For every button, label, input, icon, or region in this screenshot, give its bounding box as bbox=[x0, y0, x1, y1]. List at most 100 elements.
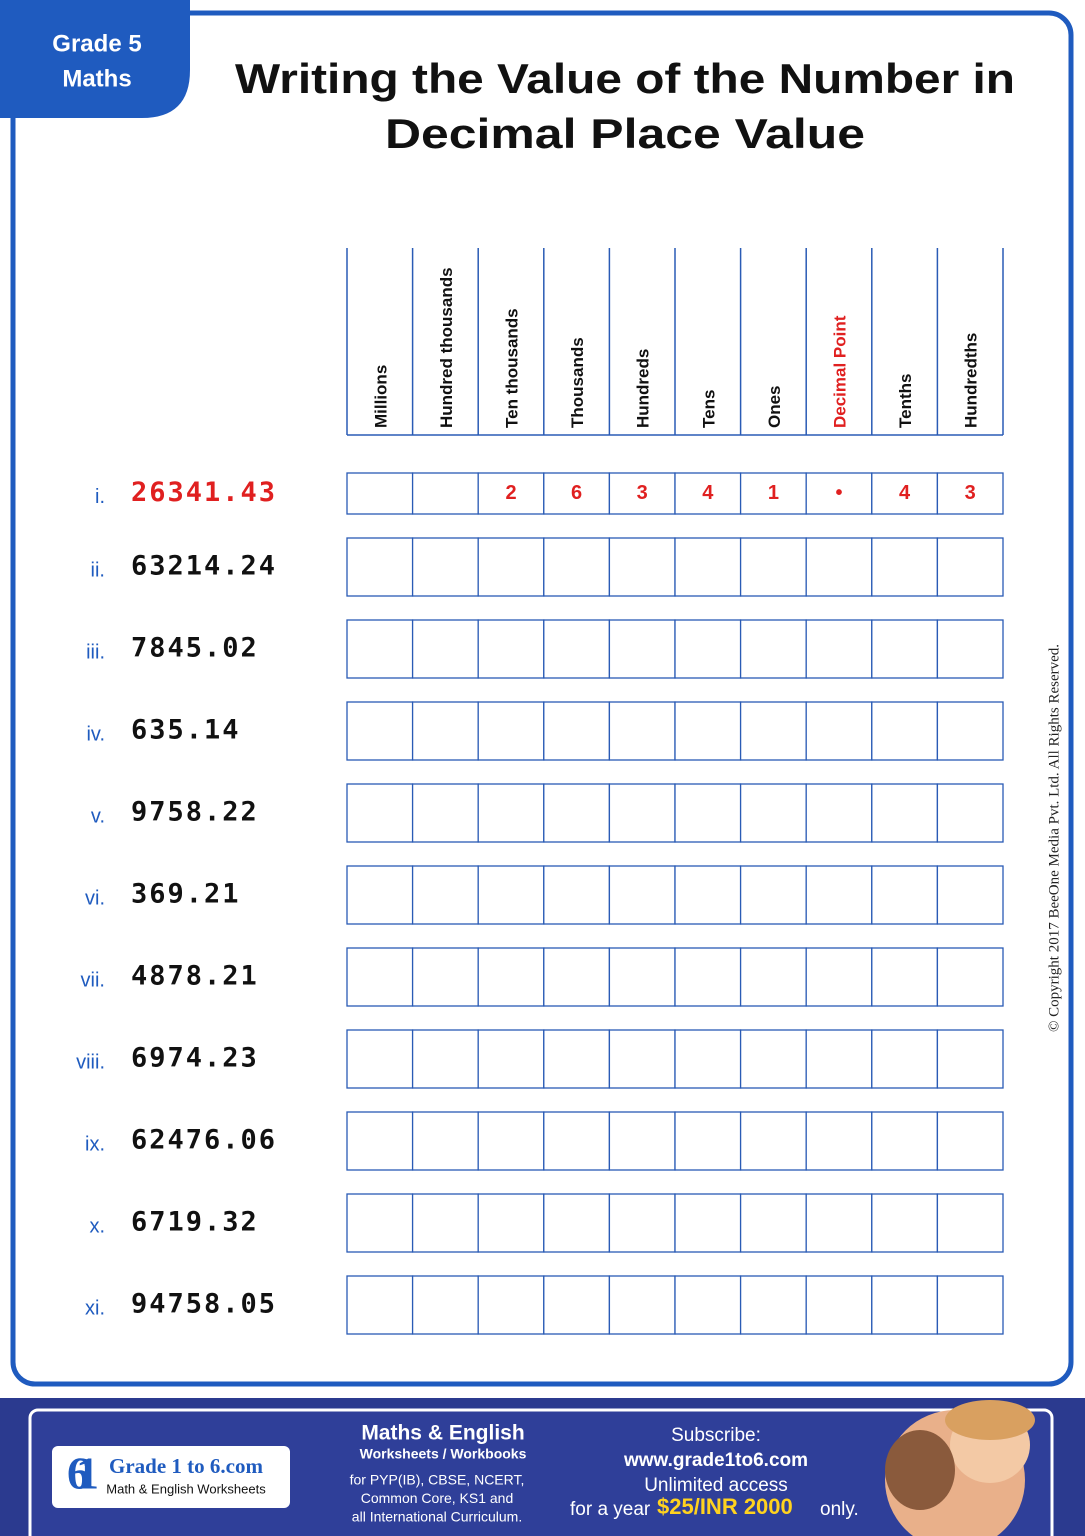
answer-cell bbox=[411, 865, 479, 925]
answer-cell bbox=[411, 537, 479, 597]
answer-cell bbox=[411, 947, 479, 1007]
answer-cell bbox=[871, 1275, 939, 1335]
answer-cell bbox=[543, 1193, 611, 1253]
answer-cell bbox=[674, 472, 742, 515]
answer-cell bbox=[608, 865, 676, 925]
answer-cell bbox=[871, 947, 939, 1007]
row-numeral: x. bbox=[89, 1215, 105, 1237]
answer-cell bbox=[477, 1193, 545, 1253]
subscribe-url: www.grade1to6.com bbox=[623, 1450, 808, 1471]
answer-cell bbox=[805, 947, 873, 1007]
answer-cell bbox=[411, 1193, 479, 1253]
answer-cell bbox=[871, 701, 939, 761]
answer-cell bbox=[739, 1193, 807, 1253]
answer-cell bbox=[805, 537, 873, 597]
logo-box bbox=[52, 1446, 290, 1508]
answer-cell bbox=[608, 1111, 676, 1171]
answer-cell bbox=[543, 865, 611, 925]
answer-cell bbox=[411, 619, 479, 679]
example-digit: 4 bbox=[702, 482, 714, 504]
column-label: Decimal Point bbox=[830, 315, 849, 428]
answer-cell bbox=[871, 1193, 939, 1253]
answer-cell bbox=[674, 701, 742, 761]
row-number: 62476.06 bbox=[131, 1125, 277, 1156]
answer-cell bbox=[411, 472, 479, 515]
answer-cell bbox=[936, 783, 1004, 843]
answer-cell bbox=[346, 1029, 414, 1089]
answer-cell bbox=[411, 1275, 479, 1335]
column-label: Hundred thousands bbox=[437, 267, 456, 428]
answer-cell bbox=[411, 701, 479, 761]
row-numeral: ix. bbox=[85, 1133, 105, 1155]
answer-cell bbox=[608, 947, 676, 1007]
answer-cell bbox=[477, 865, 545, 925]
answer-cell bbox=[477, 783, 545, 843]
subscribe-line: Unlimited access bbox=[644, 1475, 788, 1496]
answer-cell bbox=[805, 1193, 873, 1253]
example-digit: 1 bbox=[768, 482, 779, 504]
photo-shape bbox=[945, 1400, 1035, 1440]
answer-cell bbox=[739, 619, 807, 679]
answer-cell bbox=[871, 619, 939, 679]
row-number: 63214.24 bbox=[131, 551, 277, 582]
answer-cell bbox=[411, 1029, 479, 1089]
example-digit: 4 bbox=[899, 482, 911, 504]
answer-cell bbox=[477, 472, 545, 515]
products-line: for PYP(IB), CBSE, NCERT, bbox=[350, 1472, 525, 1488]
answer-cell bbox=[543, 1275, 611, 1335]
products-line: Common Core, KS1 and bbox=[361, 1490, 514, 1506]
answer-cell bbox=[674, 1193, 742, 1253]
answer-cell bbox=[477, 701, 545, 761]
answer-cell bbox=[674, 1275, 742, 1335]
answer-cell bbox=[871, 1111, 939, 1171]
row-numeral: viii. bbox=[76, 1051, 105, 1073]
answer-cell bbox=[805, 783, 873, 843]
answer-cell bbox=[477, 1275, 545, 1335]
answer-cell bbox=[739, 783, 807, 843]
answer-cell bbox=[608, 783, 676, 843]
answer-cell bbox=[411, 783, 479, 843]
answer-cell bbox=[739, 537, 807, 597]
row-numeral: iv. bbox=[86, 723, 105, 745]
row-number: 635.14 bbox=[131, 715, 241, 746]
answer-cell bbox=[608, 701, 676, 761]
row-number: 4878.21 bbox=[131, 961, 259, 992]
answer-cell bbox=[936, 1029, 1004, 1089]
answer-cell bbox=[936, 619, 1004, 679]
badge-subject: Maths bbox=[62, 65, 131, 92]
subscribe-price: $25/INR 2000 bbox=[657, 1494, 793, 1519]
title-line: Writing the Value of the Number in bbox=[235, 55, 1015, 102]
answer-cell bbox=[346, 537, 414, 597]
products-heading: Maths & English bbox=[361, 1422, 524, 1445]
answer-cell bbox=[674, 865, 742, 925]
answer-cell bbox=[805, 472, 873, 515]
answer-cell bbox=[936, 701, 1004, 761]
answer-cell bbox=[674, 1029, 742, 1089]
example-digit: 3 bbox=[965, 482, 976, 504]
answer-cell bbox=[477, 947, 545, 1007]
column-label: Tenths bbox=[896, 374, 915, 428]
answer-cell bbox=[608, 472, 676, 515]
answer-cell bbox=[674, 537, 742, 597]
answer-cell bbox=[805, 701, 873, 761]
subscribe-heading: Subscribe: bbox=[671, 1425, 761, 1446]
answer-cell bbox=[346, 619, 414, 679]
answer-cell bbox=[608, 1029, 676, 1089]
row-number: 94758.05 bbox=[131, 1289, 277, 1320]
answer-cell bbox=[674, 619, 742, 679]
answer-cell bbox=[805, 1111, 873, 1171]
answer-cell bbox=[936, 1275, 1004, 1335]
column-label: Hundreds bbox=[634, 349, 653, 428]
logo-name: Grade 1 to 6.com bbox=[109, 1454, 263, 1478]
row-number: 369.21 bbox=[131, 879, 241, 910]
answer-cell bbox=[871, 472, 939, 515]
answer-cell bbox=[805, 865, 873, 925]
subscribe-prefix: for a year bbox=[570, 1499, 651, 1520]
answer-cell bbox=[477, 1111, 545, 1171]
answer-cell bbox=[805, 619, 873, 679]
logo-tagline: Math & English Worksheets bbox=[106, 1481, 266, 1496]
grade-badge bbox=[0, 0, 190, 118]
copyright: © Copyright 2017 BeeOne Media Pvt. Ltd. … bbox=[1046, 644, 1062, 1032]
answer-cell bbox=[543, 619, 611, 679]
